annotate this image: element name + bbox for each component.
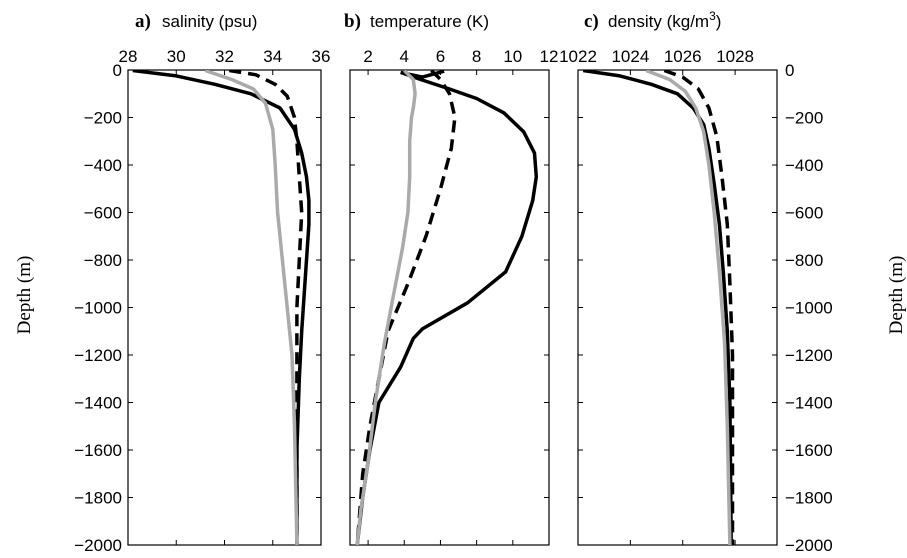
y-tick-label: −800 bbox=[785, 251, 823, 270]
plot-3: 1022 1024 1026 1028 0 −200 −400 −600 −800 −1000 −1… bbox=[559, 47, 833, 555]
x-tick-label: 10 bbox=[503, 47, 522, 66]
y-tick-label: −400 bbox=[785, 156, 823, 175]
plot-2: 2 4 6 8 10 12 bbox=[349, 47, 559, 546]
y-tick-label: −1400 bbox=[74, 394, 122, 413]
x-tick-label: 28 bbox=[119, 47, 138, 66]
series-line bbox=[582, 70, 733, 545]
panel-c-title-prefix: density (kg/m bbox=[608, 12, 709, 31]
y-tick-label: −1200 bbox=[74, 346, 122, 365]
y-tick-label: −200 bbox=[84, 109, 122, 128]
y-tick-label: −1800 bbox=[74, 489, 122, 508]
series-line bbox=[229, 70, 304, 545]
panel-c-title-suffix: ) bbox=[716, 12, 722, 31]
panel-b-letter: b) bbox=[344, 11, 361, 32]
x-tick-label: 1022 bbox=[559, 47, 597, 66]
plot-frame bbox=[127, 69, 322, 546]
y-tick-label: −1000 bbox=[74, 299, 122, 318]
plot-frame bbox=[577, 69, 778, 546]
y-tick-label: −600 bbox=[785, 204, 823, 223]
panel-temperature: b) temperature (K) bbox=[344, 11, 489, 32]
x-tick-label: 36 bbox=[312, 47, 331, 66]
panel-salinity: a) salinity (psu) bbox=[135, 11, 257, 32]
x-tick-label: 34 bbox=[263, 47, 282, 66]
y-tick-label: −2000 bbox=[74, 536, 122, 555]
x-tick-label: 1028 bbox=[716, 47, 754, 66]
series-line bbox=[645, 70, 732, 545]
panel-c-title: density (kg/m3) bbox=[608, 9, 721, 31]
series-line bbox=[204, 70, 299, 545]
x-tick-label: 32 bbox=[215, 47, 234, 66]
panel-c-title-sup: 3 bbox=[709, 9, 716, 23]
y-tick-label: −2000 bbox=[785, 536, 833, 555]
series-line bbox=[355, 70, 417, 545]
y-tick-label: −600 bbox=[84, 204, 122, 223]
x-tick-label: 1026 bbox=[664, 47, 702, 66]
x-tick-label: 30 bbox=[167, 47, 186, 66]
series-line bbox=[355, 70, 539, 545]
x-tick-label: 2 bbox=[363, 47, 372, 66]
y-tick-label: −1000 bbox=[785, 299, 833, 318]
y-tick-label: 0 bbox=[785, 61, 794, 80]
x-tick-label: 12 bbox=[540, 47, 559, 66]
series-line bbox=[355, 70, 457, 545]
x-tick-label: 8 bbox=[472, 47, 481, 66]
plot-1: 28 30 32 34 36 0 −200 −400 −600 −800 −1000 −1200 −14… bbox=[74, 47, 330, 555]
y-tick-label: −400 bbox=[84, 156, 122, 175]
x-tick-label: 6 bbox=[436, 47, 445, 66]
y-tick-label: −1400 bbox=[785, 394, 833, 413]
x-tick-label: 4 bbox=[400, 47, 409, 66]
panel-a-title: salinity (psu) bbox=[162, 12, 257, 31]
y-tick-label: −1600 bbox=[785, 441, 833, 460]
y-tick-label: −1200 bbox=[785, 346, 833, 365]
right-y-axis-label: Depth (m) bbox=[886, 256, 907, 335]
y-tick-label: 0 bbox=[113, 61, 122, 80]
y-tick-label: −1800 bbox=[785, 489, 833, 508]
panel-a-letter: a) bbox=[135, 11, 151, 32]
y-tick-label: −1600 bbox=[74, 441, 122, 460]
panel-density: c) density (kg/m3) bbox=[584, 9, 721, 32]
y-tick-label: −200 bbox=[785, 109, 823, 128]
y-tick-label: −800 bbox=[84, 251, 122, 270]
plot-frame bbox=[349, 69, 550, 546]
panel-b-title: temperature (K) bbox=[370, 12, 489, 31]
left-y-axis-label: Depth (m) bbox=[14, 256, 35, 335]
x-tick-label: 1024 bbox=[611, 47, 649, 66]
panel-c-letter: c) bbox=[584, 11, 599, 32]
series-line bbox=[132, 70, 311, 545]
